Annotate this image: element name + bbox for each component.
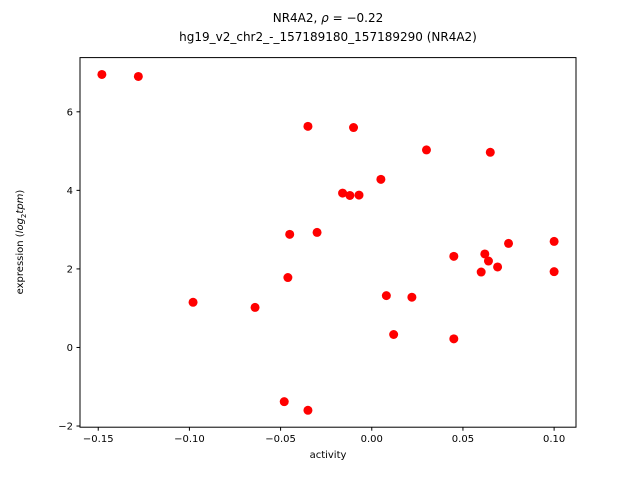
scatter-point bbox=[449, 251, 459, 261]
ylabel-prefix: expression ( bbox=[15, 233, 26, 295]
y-axis-label: expression (log2tpm) bbox=[15, 92, 33, 392]
scatter-point bbox=[354, 190, 364, 200]
ylabel-subscript: 2 bbox=[20, 213, 28, 219]
scatter-point bbox=[449, 334, 459, 344]
x-tick-label: 0.00 bbox=[361, 434, 383, 445]
x-tick-label: 0.05 bbox=[452, 434, 474, 445]
scatter-point bbox=[381, 291, 391, 301]
x-tick-label: 0.10 bbox=[543, 434, 565, 445]
scatter-point bbox=[303, 121, 313, 131]
y-tick-label: 2 bbox=[67, 264, 73, 275]
scatter-point bbox=[485, 147, 495, 157]
scatter-point bbox=[421, 145, 431, 155]
scatter-point bbox=[376, 174, 386, 184]
y-tick-label: 6 bbox=[67, 107, 73, 118]
scatter-point bbox=[504, 238, 514, 248]
scatter-point bbox=[349, 123, 359, 133]
x-tick-label: −0.05 bbox=[265, 434, 296, 445]
x-tick-label: −0.10 bbox=[174, 434, 205, 445]
title-rho-value: = −0.22 bbox=[328, 11, 384, 25]
scatter-point bbox=[338, 188, 348, 198]
title-gene-text: NR4A2, bbox=[272, 11, 322, 25]
ylabel-suffix: ) bbox=[15, 189, 26, 194]
scatter-point bbox=[250, 302, 260, 312]
scatter-point bbox=[480, 249, 490, 259]
scatter-point bbox=[285, 229, 295, 239]
scatter-point bbox=[188, 297, 198, 307]
plot-title-line2: hg19_v2_chr2_-_157189180_157189290 (NR4A… bbox=[179, 30, 477, 44]
scatter-point bbox=[476, 267, 486, 277]
scatter-point bbox=[133, 71, 143, 81]
title-rho-symbol: ρ bbox=[321, 11, 329, 25]
axes-frame bbox=[79, 57, 577, 428]
scatter-point bbox=[549, 236, 559, 246]
y-tick-label: 0 bbox=[67, 343, 73, 354]
ylabel-tpm: tpm bbox=[15, 193, 26, 214]
scatter-point bbox=[345, 190, 355, 200]
scatter-point bbox=[389, 330, 399, 340]
scatter-point bbox=[97, 69, 107, 79]
scatter-point bbox=[549, 267, 559, 277]
scatter-point bbox=[407, 292, 417, 302]
plot-title: NR4A2, ρ = −0.22 hg19_v2_chr2_-_15718918… bbox=[80, 9, 576, 47]
x-axis-label: activity bbox=[309, 450, 347, 461]
scatter-point bbox=[303, 405, 313, 415]
scatter-point bbox=[483, 256, 493, 266]
scatter-point bbox=[279, 397, 289, 407]
scatter-point bbox=[283, 273, 293, 283]
y-tick-label: −2 bbox=[58, 422, 73, 433]
plot-title-line1: NR4A2, ρ = −0.22 bbox=[80, 9, 576, 28]
x-tick-label: −0.15 bbox=[83, 434, 114, 445]
scatter-point bbox=[493, 262, 503, 272]
ylabel-log: log bbox=[15, 218, 26, 234]
scatter-point bbox=[312, 227, 322, 237]
y-tick-label: 4 bbox=[67, 186, 73, 197]
